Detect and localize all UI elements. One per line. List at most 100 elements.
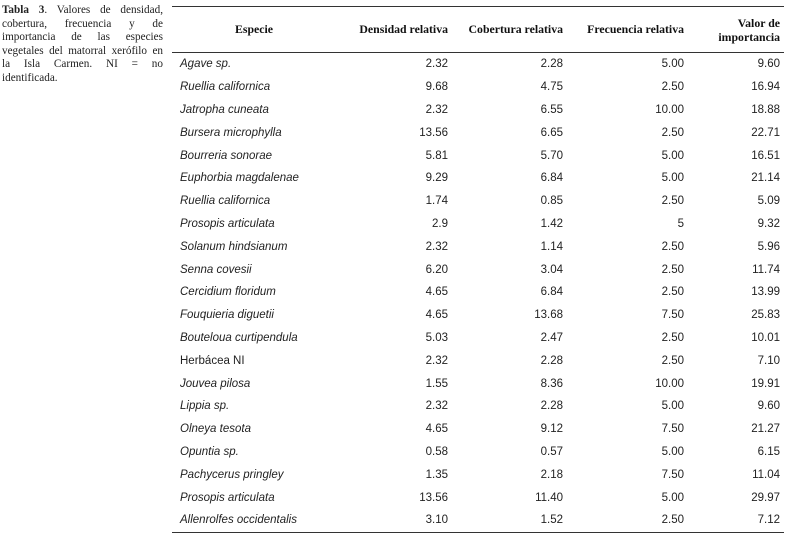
header-valor: Valor de importancia [688,6,784,53]
cell-cobertura: 1.14 [540,240,563,253]
cell-cobertura: 2.47 [540,331,563,344]
cell-frecuencia: 2.50 [661,126,684,139]
cell-densidad: 9.29 [425,172,448,185]
table-row: Jatropha cuneata 2.32 6.55 10.00 18.88 [172,99,784,122]
cell-frecuencia: 7.50 [661,309,684,322]
cell-especie: Prosopis articulata [180,491,275,504]
cell-especie: Bouteloua curtipendula [180,331,298,344]
cell-cobertura: 2.28 [540,354,563,367]
cell-valor: 18.88 [751,103,780,116]
cell-especie: Lippia sp. [180,400,230,413]
cell-cobertura: 6.55 [540,103,563,116]
cell-valor: 16.51 [751,149,780,162]
cell-densidad: 3.10 [340,508,452,533]
cell-cobertura: 6.65 [540,126,563,139]
cell-densidad: 13.56 [419,126,448,139]
cell-especie: Opuntia sp. [180,445,239,458]
cell-especie: Herbácea NI [180,354,245,367]
cell-valor: 11.74 [752,263,780,276]
cell-frecuencia: 10.00 [655,103,684,116]
table-row: Senna covesii 6.20 3.04 2.50 11.74 [172,258,784,281]
cell-frecuencia: 5.00 [661,149,684,162]
cell-cobertura: 2.28 [540,58,563,71]
cell-frecuencia: 2.50 [661,195,684,208]
cell-frecuencia: 5.00 [661,400,684,413]
table-row: Prosopis articulata 2.9 1.42 5 9.32 [172,213,784,236]
table-row: Cercidium floridum 4.65 6.84 2.50 13.99 [172,281,784,304]
species-table: Especie Densidad relativa Cobertura rela… [172,6,784,533]
cell-especie: Cercidium floridum [180,286,276,299]
cell-cobertura: 6.84 [540,172,563,185]
cell-cobertura: 2.28 [540,400,563,413]
cell-densidad: 4.65 [425,309,448,322]
cell-valor: 9.32 [757,217,780,230]
header-cobertura: Cobertura relativa [452,6,567,53]
table-row: Opuntia sp. 0.58 0.57 5.00 6.15 [172,441,784,464]
cell-especie: Senna covesii [180,263,252,276]
cell-valor: 16.94 [751,81,780,94]
cell-densidad: 13.56 [419,491,448,504]
cell-frecuencia: 7.50 [661,468,684,481]
cell-especie: Euphorbia magdalenae [180,172,299,185]
table-row: Fouquieria diguetii 4.65 13.68 7.50 25.83 [172,304,784,327]
header-frecuencia: Frecuencia relativa [567,6,688,53]
cell-frecuencia: 7.50 [661,423,684,436]
cell-valor: 7.12 [688,508,784,533]
cell-cobertura: 5.70 [540,149,563,162]
cell-valor: 22.71 [751,126,780,139]
cell-valor: 21.14 [751,172,780,185]
cell-especie: Allenrolfes occidentalis [172,508,340,533]
cell-densidad: 4.65 [425,286,448,299]
cell-frecuencia: 2.50 [661,240,684,253]
cell-frecuencia: 2.50 [661,331,684,344]
cell-frecuencia: 2.50 [661,286,684,299]
table-row: Solanum hindsianum 2.32 1.14 2.50 5.96 [172,235,784,258]
cell-densidad: 4.65 [425,423,448,436]
cell-densidad: 1.74 [425,195,448,208]
cell-cobertura: 0.57 [540,445,563,458]
cell-densidad: 5.03 [425,331,448,344]
cell-valor: 5.09 [757,195,780,208]
cell-especie: Bursera microphylla [180,126,282,139]
cell-cobertura: 2.18 [540,468,563,481]
table-body: Agave sp. 2.32 2.28 5.00 9.60 Ruellia califor… [172,53,784,533]
cell-densidad: 2.32 [425,354,448,367]
cell-especie: Agave sp. [180,58,232,71]
cell-densidad: 9.68 [425,81,448,94]
cell-cobertura: 8.36 [540,377,563,390]
cell-frecuencia: 5.00 [661,172,684,185]
cell-valor: 10.01 [751,331,780,344]
cell-frecuencia: 5.00 [661,491,684,504]
cell-frecuencia: 2.50 [661,354,684,367]
cell-cobertura: 6.84 [540,286,563,299]
cell-especie: Fouquieria diguetii [180,309,274,322]
cell-valor: 19.91 [751,377,780,390]
cell-frecuencia: 5.00 [661,58,684,71]
cell-frecuencia: 2.50 [661,81,684,94]
cell-cobertura: 3.04 [540,263,563,276]
cell-frecuencia: 10.00 [655,377,684,390]
table-header-row: Especie Densidad relativa Cobertura rela… [172,6,784,53]
cell-cobertura: 4.75 [540,81,563,94]
cell-cobertura: 0.85 [540,195,563,208]
table-row: Bursera microphylla 13.56 6.65 2.50 22.71 [172,121,784,144]
cell-valor: 9.60 [757,58,780,71]
cell-especie: Bourreria sonorae [180,149,273,162]
cell-densidad: 0.58 [425,445,448,458]
cell-valor: 29.97 [751,491,780,504]
table-row: Bourreria sonorae 5.81 5.70 5.00 16.51 [172,144,784,167]
cell-especie: Jouvea pilosa [180,377,251,390]
cell-especie: Solanum hindsianum [180,240,288,253]
cell-densidad: 2.32 [425,400,448,413]
cell-valor: 25.83 [751,309,780,322]
header-valor-line1: Valor de [737,15,780,30]
table-row: Allenrolfes occidentalis 3.10 1.52 2.50 7.12 [172,508,784,533]
cell-especie: Jatropha cuneata [180,103,269,116]
cell-densidad: 2.32 [425,240,448,253]
cell-frecuencia: 5 [677,217,684,230]
table-row: Olneya tesota 4.65 9.12 7.50 21.27 [172,418,784,441]
table-row: Prosopis articulata 13.56 11.40 5.00 29.97 [172,486,784,509]
table-row: Jouvea pilosa 1.55 8.36 10.00 19.91 [172,372,784,395]
cell-especie: Ruellia californica [180,81,271,94]
table-row: Agave sp. 2.32 2.28 5.00 9.60 [172,53,784,76]
